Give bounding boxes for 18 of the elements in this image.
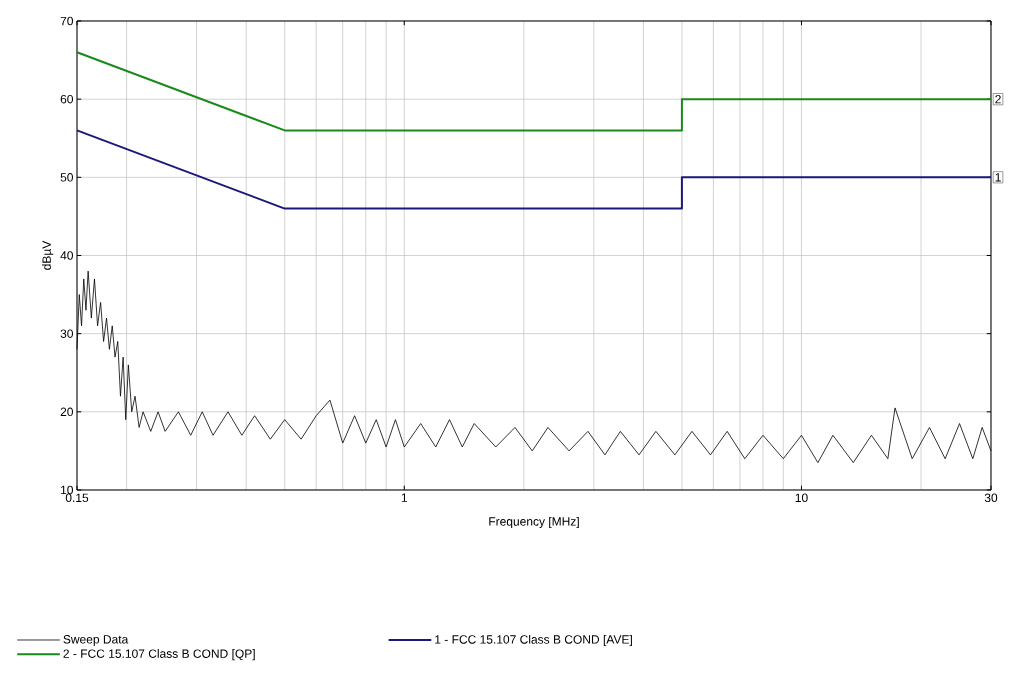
y-tick-label: 10 [61, 485, 74, 495]
x-tick-label: 30 [984, 493, 998, 503]
y-tick-label: 30 [60, 329, 74, 338]
y-tick-label: 70 [60, 16, 74, 26]
x-axis-title: Frequency [MHz] [489, 516, 579, 529]
annotation: 1 [995, 173, 1001, 182]
legend-label: 1 - FCC 15.107 Class B COND [AVE] [435, 634, 632, 647]
legend-label: Sweep Data [63, 635, 129, 646]
y-tick-label: 40 [60, 251, 74, 260]
x-tick-label: 1 [401, 493, 408, 502]
x-tick-label: 10 [795, 493, 808, 503]
y-tick-label: 60 [60, 94, 74, 104]
annotation: 2 [995, 94, 1001, 104]
y-tick-label: 50 [60, 173, 74, 182]
y-tick-label: 20 [60, 407, 74, 417]
x-tick-label: 0.15 [65, 493, 89, 503]
y-axis-title: dBµV [42, 240, 54, 270]
legend-label: 2 - FCC 15.107 Class B COND [QP] [63, 649, 255, 661]
